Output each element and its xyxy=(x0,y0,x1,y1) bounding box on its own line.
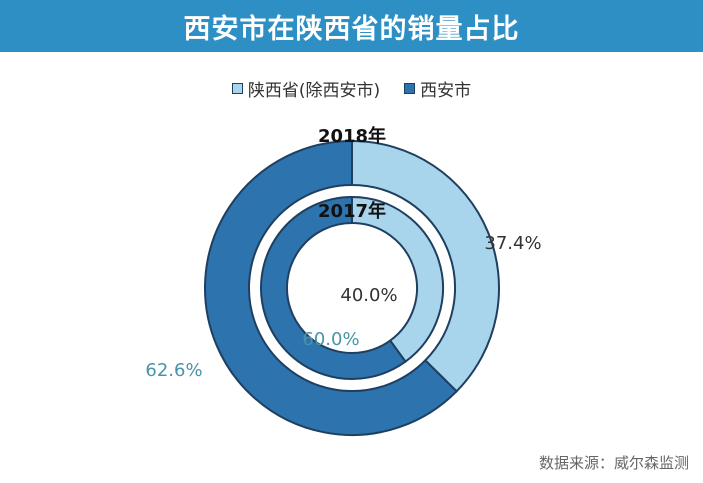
data-label-2018-shaanxi: 37.4% xyxy=(484,233,541,254)
legend-label-shaanxi: 陕西省(除西安市) xyxy=(247,81,381,101)
chart-legend: 陕西省(除西安市) 西安市 xyxy=(0,76,703,101)
data-label-2018-xian: 62.6% xyxy=(145,360,202,381)
donut-slice-outer-0 xyxy=(351,139,500,393)
legend-swatch-dark xyxy=(404,83,416,94)
data-label-2017-xian: 60.0% xyxy=(302,329,359,350)
donut-slice-outer-1 xyxy=(204,139,459,436)
data-label-2017-shaanxi: 40.0% xyxy=(340,285,397,306)
ring-label-2018: 2018年 xyxy=(318,125,386,147)
legend-item-xian: 西安市 xyxy=(404,76,471,101)
chart-title: 西安市在陕西省的销量占比 xyxy=(0,0,703,52)
legend-item-shaanxi: 陕西省(除西安市) xyxy=(231,76,381,101)
source-note: 数据来源：威尔森监测 xyxy=(538,454,689,472)
ring-label-2017: 2017年 xyxy=(318,200,386,222)
donut-slice-inner-1 xyxy=(260,195,407,380)
legend-swatch-light xyxy=(231,83,243,94)
legend-label-xian: 西安市 xyxy=(420,81,472,101)
